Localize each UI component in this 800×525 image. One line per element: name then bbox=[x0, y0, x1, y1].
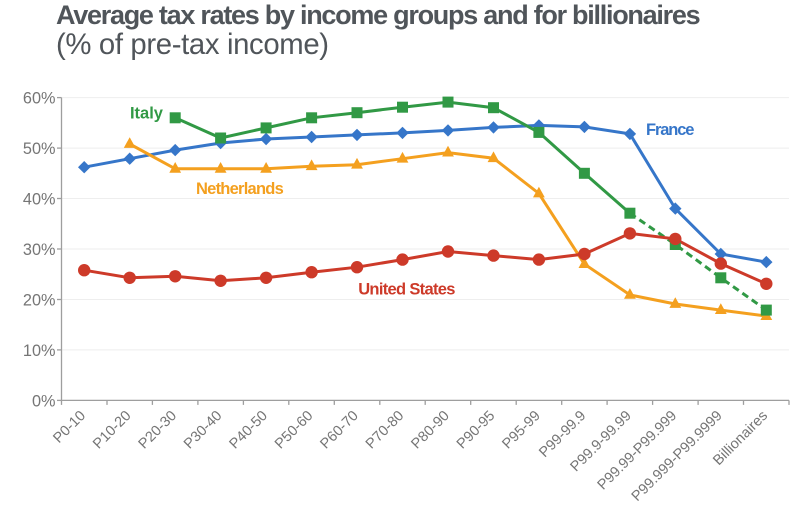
svg-text:40%: 40% bbox=[23, 191, 56, 209]
svg-text:50%: 50% bbox=[23, 140, 56, 158]
svg-text:France: France bbox=[646, 121, 694, 139]
svg-text:United States: United States bbox=[358, 281, 455, 299]
svg-text:30%: 30% bbox=[23, 241, 56, 259]
svg-text:Italy: Italy bbox=[130, 104, 164, 122]
svg-text:60%: 60% bbox=[23, 90, 56, 108]
svg-text:10%: 10% bbox=[23, 342, 56, 360]
svg-text:20%: 20% bbox=[23, 292, 56, 310]
svg-text:0%: 0% bbox=[32, 392, 56, 410]
svg-text:Netherlands: Netherlands bbox=[196, 180, 284, 198]
